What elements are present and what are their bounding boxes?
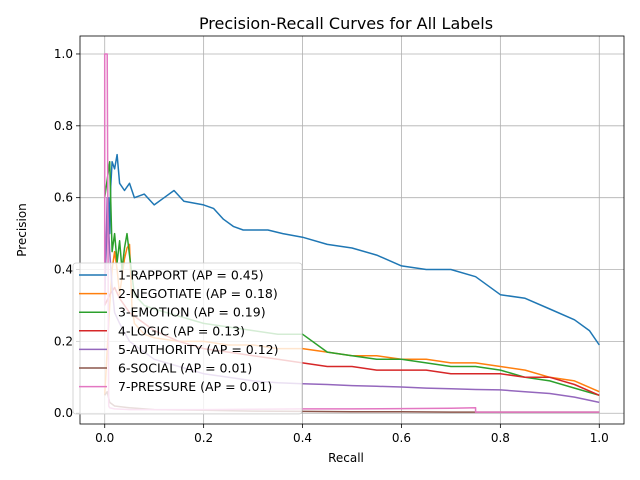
- plot-frame: [79, 35, 625, 425]
- x-tick-label: 1.0: [590, 431, 609, 445]
- y-ticks: 0.0 0.2 0.4 0.6 0.8 1.0: [54, 47, 80, 420]
- x-tick-label: 0.4: [293, 431, 312, 445]
- y-tick-label: 0.4: [54, 263, 73, 277]
- y-tick-label: 1.0: [54, 47, 73, 61]
- x-tick-label: 0.2: [194, 431, 213, 445]
- y-tick-label: 0.8: [54, 119, 73, 133]
- legend: 1-RAPPORT (AP = 0.45) 2-NEGOTIATE (AP = 0…: [72, 262, 303, 415]
- legend-label: 7-PRESSURE (AP = 0.01): [118, 379, 272, 394]
- legend-label: 4-LOGIC (AP = 0.13): [118, 323, 245, 338]
- x-tick-label: 0.8: [491, 431, 510, 445]
- chart-title: Precision-Recall Curves for All Labels: [199, 14, 493, 33]
- x-axis-label: Recall: [328, 451, 364, 465]
- y-tick-label: 0.6: [54, 191, 73, 205]
- x-ticks: 0.0 0.2 0.4 0.6 0.8 1.0: [95, 424, 609, 445]
- legend-label: 5-AUTHORITY (AP = 0.12): [118, 342, 278, 357]
- legend-label: 1-RAPPORT (AP = 0.45): [118, 268, 264, 283]
- y-axis-label: Precision: [15, 203, 29, 257]
- x-tick-label: 0.0: [95, 431, 114, 445]
- y-tick-label: 0.0: [54, 406, 73, 420]
- y-tick-label: 0.2: [54, 334, 73, 348]
- legend-label: 3-EMOTION (AP = 0.19): [118, 305, 266, 320]
- legend-label: 6-SOCIAL (AP = 0.01): [118, 361, 252, 376]
- x-tick-label: 0.6: [392, 431, 411, 445]
- legend-box: [72, 262, 303, 415]
- legend-label: 2-NEGOTIATE (AP = 0.18): [118, 286, 278, 301]
- series-line-1: [103, 153, 600, 346]
